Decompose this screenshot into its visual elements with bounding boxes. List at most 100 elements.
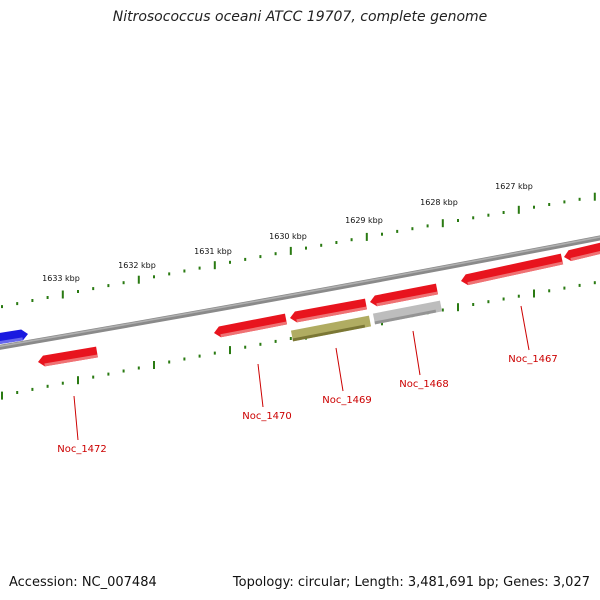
gene-label[interactable]: Noc_1472 [57,444,107,455]
inner-tick-minor [92,375,95,379]
outer-tick-minor [502,211,505,214]
outer-tick-minor [16,302,19,306]
outer-tick-minor [183,269,186,273]
outer-tick-minor [92,287,95,291]
inner-tick-major [1,391,3,400]
gene-arrow [290,298,367,323]
gene-arrow-body [0,329,28,346]
inner-tick-minor [441,308,444,312]
outer-tick-minor [335,241,338,244]
outer-tick-major [593,192,596,201]
outer-tick-track [1,192,596,309]
gene-group [0,240,600,367]
inner-tick-minor [274,339,277,343]
kbp-label: 1627 kbp [495,182,533,191]
outer-tick-minor [396,229,399,233]
outer-tick-minor [229,260,231,264]
outer-tick-minor [122,281,125,285]
gene-arrow [564,240,600,261]
gene-label[interactable]: Noc_1467 [508,354,558,365]
inner-tick-major [153,361,155,369]
gene-arrow-shade [292,324,366,342]
inner-tick-minor [213,351,216,355]
inner-tick-major [229,346,231,355]
gene-arrow-body [290,298,367,323]
gene-arrow-shade [296,306,367,323]
map-title: Nitrosococcus oceani ATCC 19707, complet… [112,9,488,25]
inner-tick-minor [183,357,186,361]
gene-leader-line [335,347,344,392]
gene-leader-line [257,363,264,408]
inner-tick-minor [593,281,596,285]
gene-arrow-shade [570,248,600,261]
outer-tick-minor [472,216,475,220]
gene-label[interactable]: Noc_1468 [399,379,449,390]
outer-tick-minor [563,200,566,204]
outer-tick-minor [533,205,535,209]
outer-tick-minor [259,255,262,259]
inner-tick-minor [168,360,171,364]
gene-arrow [370,283,439,307]
outer-tick-minor [381,232,383,236]
outer-tick-minor [548,203,551,206]
gene-label[interactable]: Noc_1469 [322,395,372,406]
gene-arrow [461,253,564,286]
gene-arrow-body [564,240,600,261]
inner-tick-minor [198,354,201,358]
outer-tick-minor [426,224,429,228]
outer-tick-minor [46,296,49,299]
inner-tick-minor [46,384,49,388]
kbp-label: 1629 kbp [345,216,383,225]
gene-leader-line [73,395,79,441]
outer-tick-major [517,205,520,214]
accession-text: Accession: NC_007484 [9,575,157,590]
inner-tick-minor [61,381,64,385]
inner-tick-minor [487,300,490,304]
inner-tick-minor [244,345,247,349]
outer-tick-minor [244,257,247,261]
inner-tick-minor [517,294,520,298]
inner-tick-minor [31,387,34,391]
outer-tick-major [289,246,292,255]
gene-leader-line [520,305,530,351]
gene-arrow [372,300,443,325]
gene-arrow [214,313,288,338]
outer-tick-minor [168,272,171,276]
inner-tick-minor [548,289,551,293]
outer-tick-major [137,275,140,284]
inner-tick-minor [502,297,505,301]
inner-tick-track [1,281,596,400]
inner-tick-minor [16,391,19,394]
outer-tick-minor [411,227,414,231]
outer-tick-minor [350,238,353,242]
outer-tick-minor [320,243,323,247]
genome-backbone-highlight [0,236,600,348]
gene-arrow [290,315,372,342]
inner-tick-minor [289,337,292,340]
genome-backbone [0,235,600,350]
outer-tick-major [441,219,444,228]
gene-arrow-shade [374,309,437,325]
gene-leader-group [73,305,530,441]
outer-tick-minor [274,252,277,256]
gene-arrow-shade [0,337,23,346]
gene-arrow-body [38,346,98,367]
outer-tick-minor [153,275,155,279]
outer-tick-major [61,290,64,299]
gene-arrow [38,346,98,367]
gene-arrow-shade [44,354,98,367]
outer-tick-minor [487,213,490,217]
inner-tick-minor [107,372,110,376]
kbp-label: 1628 kbp [420,198,458,207]
inner-tick-minor [137,366,140,370]
gene-arrow-body [370,283,439,307]
outer-tick-minor [31,299,34,302]
gene-label[interactable]: Noc_1470 [242,411,292,422]
outer-tick-minor [305,246,307,250]
inner-tick-minor [259,342,262,346]
inner-tick-major [533,289,535,298]
outer-tick-minor [198,266,201,270]
outer-tick-minor [457,219,459,222]
inner-tick-minor [472,303,475,306]
